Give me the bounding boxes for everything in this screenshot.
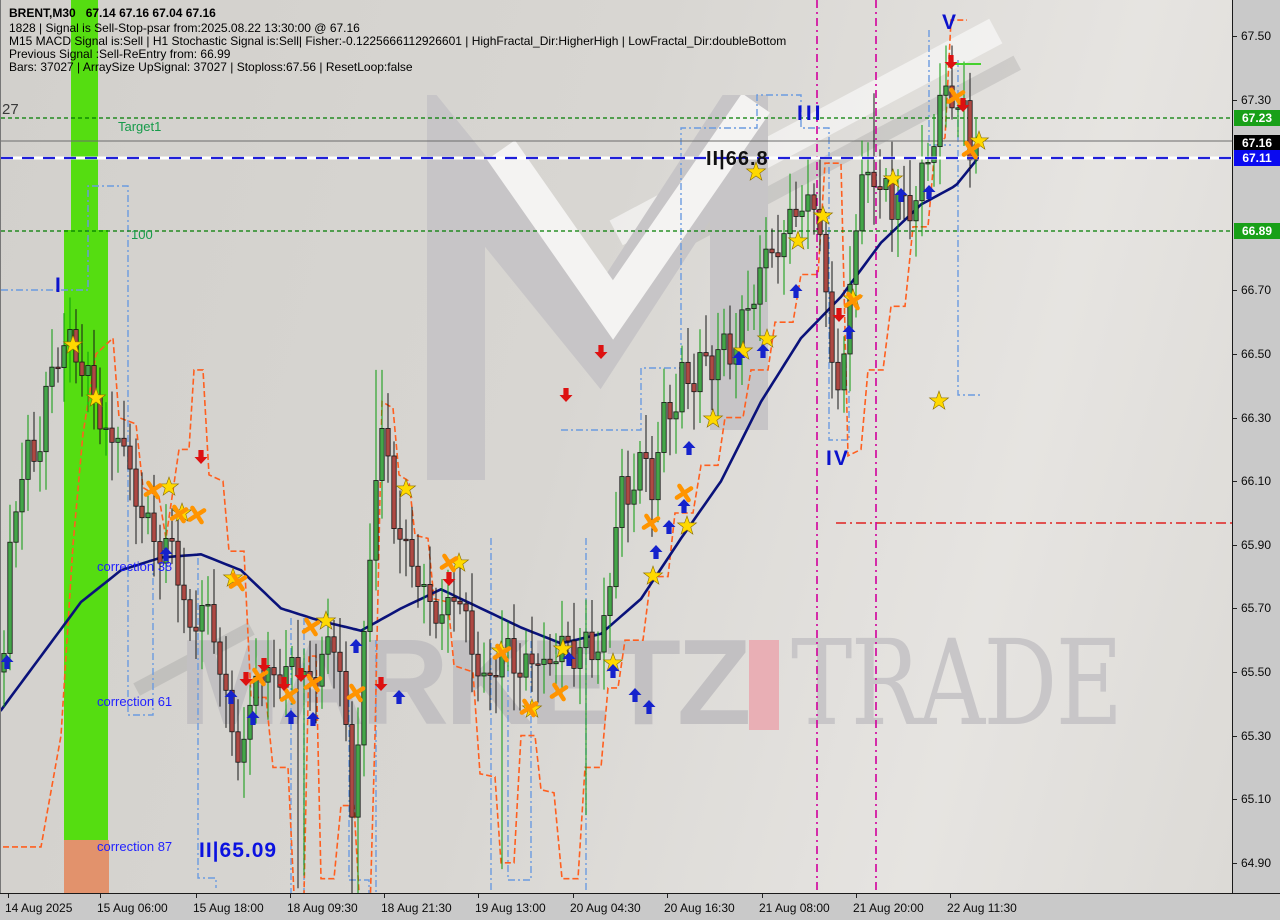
time-tick [950, 894, 951, 898]
price-tick-label: 67.30 [1241, 92, 1272, 107]
time-tick-label: 15 Aug 06:00 [97, 901, 168, 915]
price-tick [1233, 290, 1237, 292]
price-badge-67.23: 67.23 [1234, 110, 1280, 126]
price-tick [1233, 862, 1237, 864]
price-tick-label: 64.90 [1241, 855, 1272, 870]
price-badge-67.11: 67.11 [1234, 150, 1280, 166]
time-axis[interactable]: 14 Aug 2025 15 Aug 06:00 15 Aug 18:00 18 Au… [0, 893, 1280, 920]
ohlc-quote-label: 67.14 67.16 67.04 67.16 [85, 6, 216, 20]
price-tick-label: 67.50 [1241, 29, 1272, 43]
time-tick-label: 14 Aug 2025 [5, 901, 73, 915]
time-tick [384, 894, 385, 898]
time-tick [100, 894, 101, 898]
time-tick-label: 22 Aug 11:30 [947, 901, 1017, 915]
price-tick-label: 66.30 [1241, 410, 1272, 425]
time-tick-label: 20 Aug 04:30 [570, 901, 641, 915]
time-tick-label: 20 Aug 16:30 [664, 901, 735, 915]
price-tick-label: 66.50 [1241, 347, 1272, 361]
time-tick-label: 21 Aug 08:00 [759, 901, 830, 915]
price-badge-67.16: 67.16 [1234, 135, 1280, 151]
price-tick [1233, 417, 1237, 419]
price-tick [1233, 672, 1237, 673]
price-tick [1233, 735, 1237, 737]
symbol-timeframe-label: BRENT,M30 [9, 6, 76, 20]
price-tick [1233, 544, 1237, 546]
price-tick [1233, 481, 1237, 483]
signal-status-line: 1828 | Signal is Sell-Stop-psar from:202… [9, 21, 360, 35]
time-tick [667, 894, 668, 898]
time-tick [478, 894, 479, 898]
indicator-status-line: M15 MACD Signal is:Sell | H1 Stochastic … [9, 34, 787, 48]
price-badge-66.89: 66.89 [1234, 223, 1280, 239]
price-tick-label: 66.10 [1241, 474, 1272, 489]
time-tick [8, 894, 9, 898]
chart-canvas[interactable] [1, 0, 1233, 893]
chart-title-quote: BRENT,M30 67.14 67.16 67.04 67.16 [9, 6, 216, 20]
time-tick [290, 894, 291, 898]
price-tick [1233, 99, 1237, 101]
time-tick [762, 894, 763, 898]
price-tick [1233, 36, 1237, 37]
time-tick [573, 894, 574, 898]
time-tick [196, 894, 197, 898]
price-tick [1233, 354, 1237, 355]
price-tick-label: 65.30 [1241, 728, 1272, 743]
time-tick-label: 18 Aug 09:30 [287, 901, 358, 915]
price-tick [1233, 608, 1237, 610]
price-tick [1233, 799, 1237, 801]
price-axis[interactable]: 67.50 67.30 66.70 66.50 66.30 66.10 65.90 65.70… [1232, 0, 1280, 893]
time-tick-label: 15 Aug 18:00 [193, 901, 264, 915]
price-tick-label: 65.90 [1241, 537, 1272, 552]
time-tick-label: 19 Aug 13:00 [475, 901, 546, 915]
bars-stoploss-line: Bars: 37027 | ArraySize UpSignal: 37027 … [9, 60, 413, 74]
price-tick-label: 65.50 [1241, 665, 1272, 679]
previous-signal-line: Previous Signal :Sell-ReEntry from: 66.9… [9, 47, 231, 61]
time-tick [856, 894, 857, 898]
price-tick-label: 65.10 [1241, 792, 1272, 807]
chart-plot-area[interactable]: MARKETZ TRADE BRENT,M30 67.14 67.16 67.0… [0, 0, 1233, 893]
time-tick-label: 18 Aug 21:30 [381, 901, 452, 915]
time-tick-label: 21 Aug 20:00 [853, 901, 924, 915]
price-tick-label: 66.70 [1241, 283, 1272, 298]
price-tick-label: 65.70 [1241, 601, 1272, 616]
